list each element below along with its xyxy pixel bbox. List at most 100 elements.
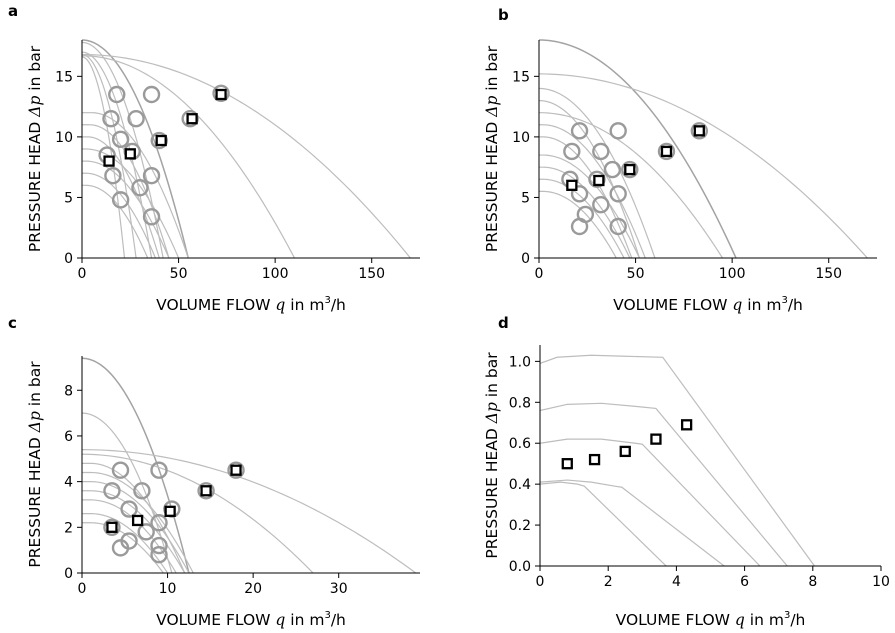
x-tick-label: 10	[159, 581, 177, 597]
y-tick-label: 0	[64, 566, 73, 582]
pump-curve	[539, 190, 617, 258]
circle-marker	[142, 166, 161, 185]
pump-curve	[82, 55, 295, 258]
pump-curve	[539, 39, 737, 258]
y-axis-title: PRESSURE HEAD Δp in bar	[483, 45, 501, 252]
circle-marker	[102, 110, 120, 128]
circle-marker	[657, 142, 676, 161]
circle-marker	[133, 482, 151, 500]
pump-curve	[82, 53, 411, 258]
square-marker	[186, 113, 198, 125]
square-marker	[566, 179, 578, 191]
circle-marker	[120, 532, 138, 550]
y-tick-label: 15	[512, 69, 530, 85]
circle-marker	[570, 185, 589, 203]
square-marker	[593, 174, 605, 187]
curves	[82, 357, 417, 573]
x-tick-label: 10	[872, 574, 890, 590]
x-tick-label: 8	[808, 574, 817, 590]
x-tick-label: 0	[78, 266, 87, 282]
x-axis-title: VOLUME FLOW q in m3/h	[156, 295, 346, 314]
circle-marker	[570, 122, 589, 140]
panel-d: d 0 2 4 6 8 10 0.0 0.2 0.4 0.6 0.8 1.0 VOLUME FLOW q …	[483, 314, 890, 629]
pump-curve	[539, 178, 625, 258]
square-series	[106, 464, 242, 533]
pump-curve	[82, 56, 126, 258]
circle-marker	[609, 217, 627, 236]
y-tick-label: 0	[64, 251, 73, 267]
square-series	[566, 125, 705, 191]
circle-series	[98, 84, 230, 226]
y-axis-title: PRESSURE HEAD Δp in bar	[26, 45, 44, 252]
pump-curve	[540, 402, 788, 566]
pump-curve	[82, 471, 194, 573]
circle-marker	[592, 196, 610, 214]
y-axis-title: PRESSURE HEAD Δp in bar	[483, 352, 501, 559]
y-tick-label: 0	[521, 251, 530, 267]
circle-marker	[131, 179, 149, 197]
x-tick-label: 100	[719, 266, 746, 282]
curves	[539, 39, 868, 258]
x-tick-label: 0	[78, 581, 87, 597]
y-tick-label: 6	[64, 429, 73, 445]
panel-b: b 0 50 100 150 0 5 10 15 VOLUME FLOW q in m3/h PRE…	[483, 6, 877, 314]
pump-curve	[82, 513, 169, 573]
x-tick-label: 20	[244, 581, 262, 597]
circle-marker	[150, 536, 168, 555]
pump-curve	[82, 499, 177, 573]
circle-marker	[111, 191, 130, 209]
circle-marker	[150, 514, 168, 532]
x-tick-label: 2	[604, 574, 613, 590]
curves	[540, 354, 815, 566]
y-tick-label: 1.0	[509, 354, 531, 370]
y-tick-label: 0.8	[509, 395, 531, 411]
square-marker	[164, 505, 176, 517]
pump-curve	[539, 73, 868, 258]
square-marker	[660, 145, 673, 158]
panel-letter: c	[8, 314, 17, 332]
pump-curve	[539, 124, 646, 258]
square-marker	[124, 148, 136, 160]
circle-marker	[227, 461, 245, 479]
circle-marker	[690, 122, 709, 140]
square-series	[561, 419, 693, 470]
circle-marker	[212, 84, 230, 102]
circle-marker	[592, 142, 610, 161]
square-marker	[561, 458, 573, 470]
pump-curve	[82, 453, 314, 573]
circle-series	[561, 122, 709, 236]
pump-curve	[82, 148, 180, 258]
pump-curve	[82, 112, 189, 258]
square-marker	[131, 514, 144, 527]
circle-marker	[108, 85, 126, 104]
pump-curve	[82, 449, 417, 573]
x-tick-label: 4	[672, 574, 681, 590]
square-marker	[680, 419, 693, 431]
y-tick-label: 0.4	[509, 477, 531, 493]
x-tick-label: 0	[535, 266, 544, 282]
x-axis-title: VOLUME FLOW q in m3/h	[156, 610, 346, 629]
pump-curve	[539, 87, 656, 258]
x-tick-label: 0	[536, 574, 545, 590]
circle-marker	[127, 110, 145, 128]
circle-marker	[609, 185, 627, 203]
square-marker	[230, 464, 242, 476]
y-tick-label: 2	[64, 520, 73, 536]
square-marker	[588, 453, 601, 466]
pump-curve	[82, 136, 160, 258]
x-tick-label: 100	[262, 266, 289, 282]
circle-marker	[609, 122, 627, 140]
circle-marker	[603, 160, 622, 179]
square-marker	[155, 134, 167, 147]
square-marker	[619, 445, 631, 458]
panel-a: a 0 50 100 150 0 5 10 15 VOLUME FLOW q in m3/h PRE…	[8, 2, 420, 314]
circle-marker	[137, 523, 155, 541]
pump-curve	[82, 522, 164, 573]
pump-curve	[82, 184, 149, 258]
y-tick-label: 15	[55, 69, 73, 85]
square-marker	[200, 485, 212, 497]
square-marker	[103, 155, 115, 167]
pump-curve	[539, 99, 641, 258]
panel-letter: a	[8, 2, 18, 20]
